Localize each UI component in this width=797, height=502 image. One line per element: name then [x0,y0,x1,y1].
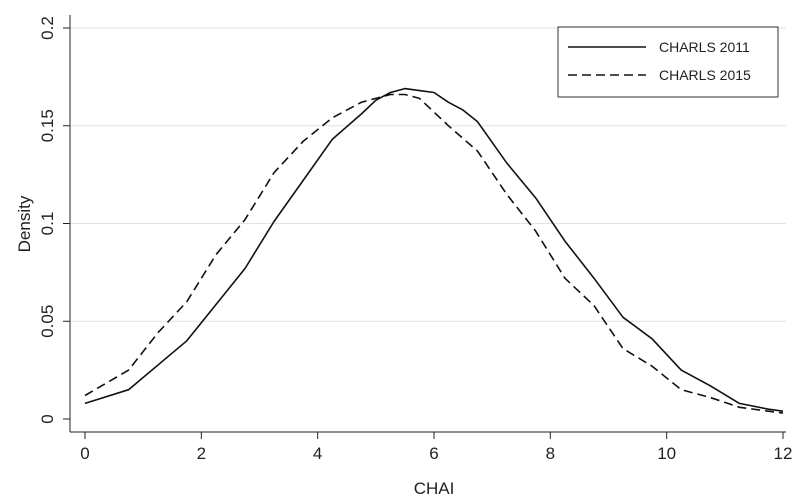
x-ticks: 0 2 4 6 8 10 12 [80,432,792,463]
y-tick-label: 0 [38,414,57,423]
x-tick-label: 2 [197,444,206,463]
y-axis-title: Density [15,195,34,252]
y-ticks: 0 0.05 0.1 0.15 0.2 [38,16,70,424]
legend-label-1: CHARLS 2011 [659,39,750,55]
x-tick-label: 0 [80,444,89,463]
y-tick-label: 0.1 [38,212,57,236]
x-tick-label: 6 [429,444,438,463]
x-tick-label: 12 [774,444,793,463]
x-axis-title: CHAI [414,479,455,498]
legend-label-2: CHARLS 2015 [659,67,751,83]
y-tick-label: 0.05 [38,305,57,338]
y-tick-label: 0.15 [38,109,57,142]
x-tick-label: 4 [313,444,322,463]
x-tick-label: 8 [546,444,555,463]
legend: CHARLS 2011 CHARLS 2015 [557,26,779,98]
series-line-2 [84,93,784,414]
gridlines [71,27,786,322]
legend-box [557,26,779,98]
y-tick-label: 0.2 [38,16,57,40]
x-tick-label: 10 [657,444,676,463]
series-lines [84,87,784,414]
series-line-1 [84,87,784,412]
